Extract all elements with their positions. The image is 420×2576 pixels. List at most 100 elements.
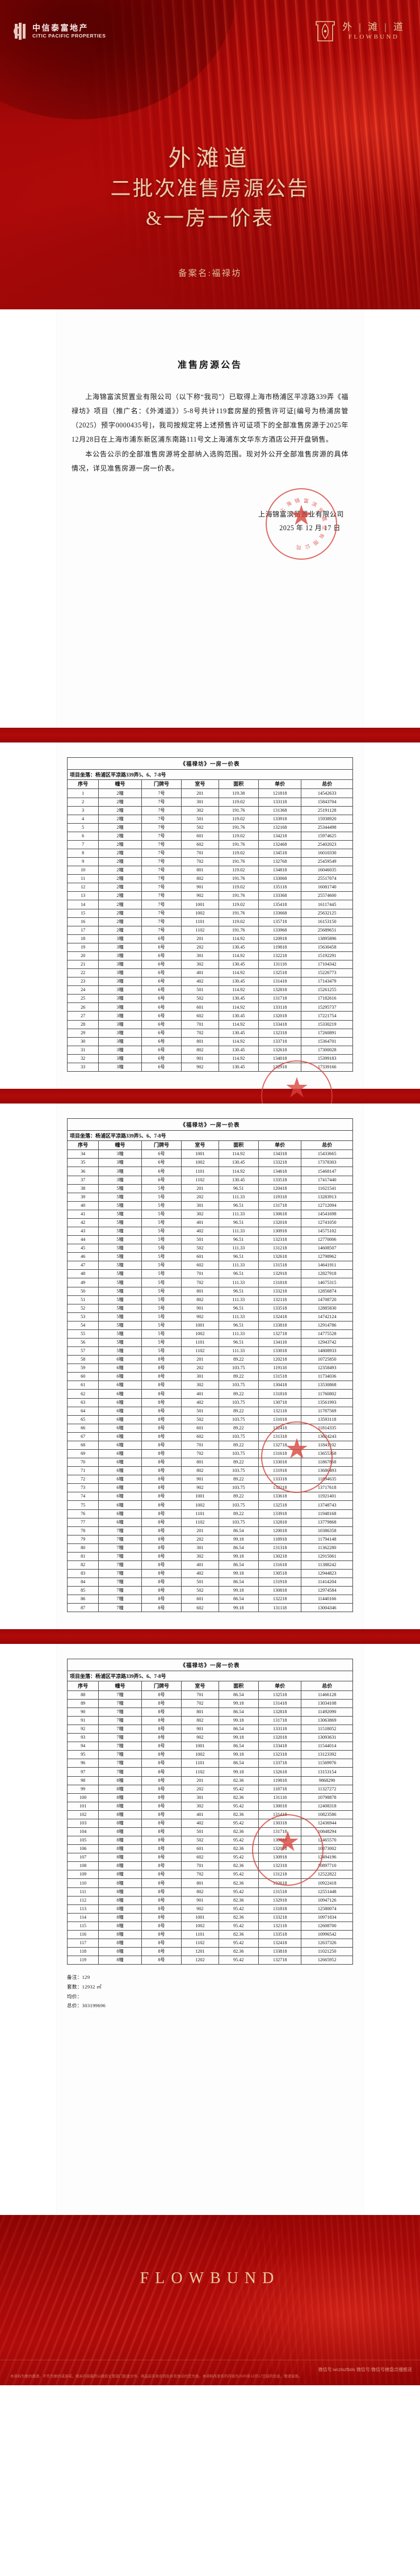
table-cell: 3幢 xyxy=(98,960,142,970)
price-table-col-5: 单价 xyxy=(258,1681,302,1691)
table-row: 3 2幢 7号 302 191.76 131368 25191128 xyxy=(66,805,353,815)
table-cell: 89.22 xyxy=(218,1509,259,1518)
table-cell: 114.92 xyxy=(218,1149,259,1159)
table-cell: 11760802 xyxy=(301,1389,353,1399)
table-cell: 6幢 xyxy=(98,1517,142,1527)
table-cell: 47 xyxy=(66,1261,99,1270)
price-table-caption: 《福禄坊》一房一价表 xyxy=(67,1659,353,1671)
table-cell: 6号 xyxy=(141,1002,182,1012)
table-cell: 131418 xyxy=(258,1698,302,1708)
table-cell: 6幢 xyxy=(98,1483,142,1493)
table-row: 55 5幢 5号 1002 111.33 132718 14775528 xyxy=(66,1329,353,1339)
table-cell: 8号 xyxy=(141,1690,182,1700)
table-cell: 6号 xyxy=(141,968,182,978)
table-cell: 13123392 xyxy=(301,1750,353,1760)
table-cell: 132918 xyxy=(258,1062,302,1072)
table-cell: 12522822 xyxy=(301,1870,353,1879)
price-table-location: 项目坐落：杨浦区平凉路339弄5、6、7-8号 xyxy=(67,1130,353,1141)
table-cell: 135418 xyxy=(258,900,302,909)
table-cell: 132718 xyxy=(258,1956,302,1965)
table-cell: 1001 xyxy=(181,900,219,909)
table-cell: 3幢 xyxy=(98,1158,142,1168)
table-cell: 3幢 xyxy=(98,1028,142,1038)
table-cell: 8号 xyxy=(141,1750,182,1760)
table-cell: 114.92 xyxy=(218,934,259,943)
table-cell: 5幢 xyxy=(98,1226,142,1236)
table-cell: 99.18 xyxy=(218,1715,259,1726)
hero-title-line2: 二批次准售房源公告 xyxy=(110,177,310,200)
table-cell: 2幢 xyxy=(98,908,142,918)
table-cell: 130.45 xyxy=(218,942,259,952)
table-cell: 46 xyxy=(66,1252,99,1262)
table-row: 6 2幢 7号 601 119.02 134218 15974625 xyxy=(66,831,353,841)
table-cell: 10386358 xyxy=(301,1526,353,1535)
table-row: 57 5幢 5号 1102 111.33 133018 14808933 xyxy=(66,1346,353,1356)
table-cell: 15468147 xyxy=(301,1167,353,1176)
flowbund-logo-en: FLOWBUND xyxy=(348,33,400,41)
table-cell: 33 xyxy=(66,1062,99,1072)
table-cell: 130518 xyxy=(258,1569,302,1579)
table-cell: 31 xyxy=(66,1045,99,1055)
table-cell: 20 xyxy=(66,951,99,961)
footer-note-line: 备注：129 xyxy=(67,1974,90,1981)
table-cell: 1201 xyxy=(181,1947,219,1957)
table-row: 111 8幢 8号 802 95.42 131518 12551448 xyxy=(66,1887,353,1897)
table-cell: 901 xyxy=(181,1895,219,1905)
table-cell: 6号 xyxy=(141,960,182,970)
table-cell: 191.76 xyxy=(218,891,259,901)
table-cell: 202 xyxy=(181,1363,219,1373)
table-cell: 1002 xyxy=(181,908,219,918)
table-cell: 72 xyxy=(66,1475,99,1484)
table-cell: 2幢 xyxy=(98,917,142,926)
table-cell: 70 xyxy=(66,1458,99,1467)
table-cell: 801 xyxy=(181,866,219,875)
table-cell: 16010330 xyxy=(301,848,353,858)
table-row: 47 5幢 5号 602 111.33 131518 14641911 xyxy=(66,1261,353,1270)
table-cell: 12637326 xyxy=(301,1938,353,1948)
table-cell: 16046035 xyxy=(301,866,353,875)
table-cell: 6幢 xyxy=(98,1458,142,1467)
table-cell: 602 xyxy=(181,1261,219,1270)
table-cell: 8号 xyxy=(141,1844,182,1854)
table-cell: 1101 xyxy=(181,1929,219,1939)
table-cell: 6幢 xyxy=(98,1398,142,1407)
table-cell: 6号 xyxy=(141,1158,182,1168)
table-row: 45 5幢 5号 502 111.33 131218 14608507 xyxy=(66,1244,353,1253)
table-row: 65 6幢 8号 502 103.75 131018 13593118 xyxy=(66,1415,353,1424)
table-row: 8 2幢 7号 701 119.02 134518 16010330 xyxy=(66,848,353,858)
table-cell: 8幢 xyxy=(98,1929,142,1939)
table-cell: 7幢 xyxy=(98,1569,142,1579)
table-cell: 301 xyxy=(181,1372,219,1382)
table-cell: 8号 xyxy=(141,1725,182,1734)
table-cell: 133618 xyxy=(258,1492,302,1501)
table-row: 54 5幢 5号 1001 96.51 133818 12914786 xyxy=(66,1320,353,1330)
table-row: 97 7幢 8号 1102 99.18 132618 13153154 xyxy=(66,1767,353,1777)
price-table-col-1: 幢号 xyxy=(98,779,142,790)
table-cell: 86.54 xyxy=(218,1560,259,1570)
table-cell: 16081740 xyxy=(301,883,353,892)
table-cell: 133518 xyxy=(258,1175,302,1185)
table-cell: 131218 xyxy=(258,1870,302,1879)
table-cell: 1001 xyxy=(181,1320,219,1330)
table-cell: 12943742 xyxy=(301,1337,353,1348)
price-table-page-2: 《福禄坊》一房一价表 项目坐落：杨浦区平凉路339弄5、6、7-8号 序号 幢号门… xyxy=(57,1104,363,1630)
table-cell: 18 xyxy=(66,934,99,943)
table-row: 44 5幢 5号 501 96.51 132318 12770006 xyxy=(66,1235,353,1245)
table-row: 64 6幢 8号 501 89.22 132118 11787569 xyxy=(66,1406,353,1416)
table-cell: 99.18 xyxy=(218,1551,259,1562)
table-cell: 32 xyxy=(66,1054,99,1063)
table-cell: 14641911 xyxy=(301,1261,353,1270)
table-cell: 901 xyxy=(181,883,219,892)
table-cell: 41 xyxy=(66,1209,99,1219)
table-cell: 16 xyxy=(66,917,99,926)
table-cell: 601 xyxy=(181,831,219,841)
table-row: 9 2幢 7号 702 191.76 132768 25459549 xyxy=(66,857,353,867)
table-cell: 28 xyxy=(66,1020,99,1029)
table-cell: 7号 xyxy=(141,788,182,798)
table-cell: 111.33 xyxy=(218,1244,259,1253)
table-cell: 2幢 xyxy=(98,805,142,815)
table-cell: 12914786 xyxy=(301,1320,353,1330)
table-cell: 7号 xyxy=(141,866,182,875)
table-cell: 131518 xyxy=(258,1372,302,1382)
